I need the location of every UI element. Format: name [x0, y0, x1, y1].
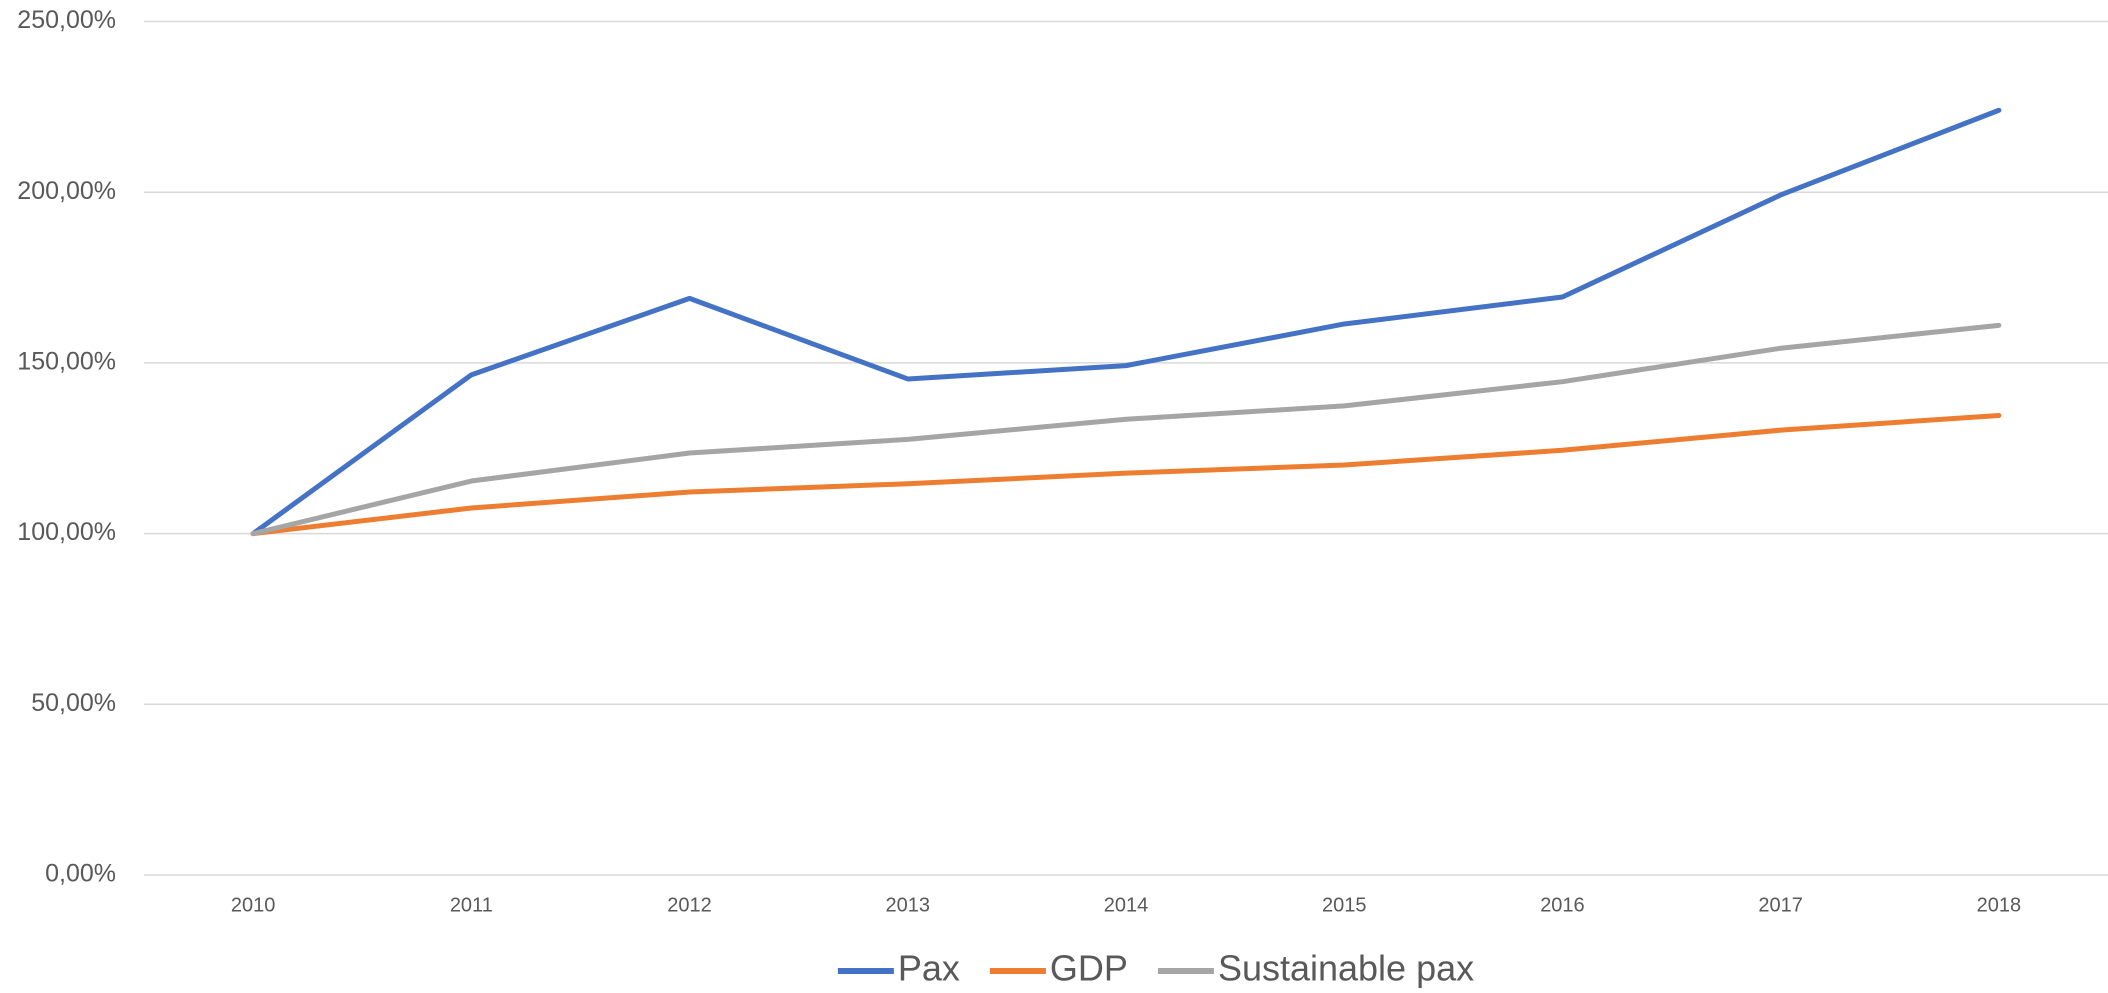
x-tick-label: 2011 — [450, 894, 493, 916]
x-tick-label: 2015 — [1322, 894, 1367, 916]
series-line — [250, 322, 2002, 537]
legend-label: Sustainable pax — [1218, 948, 1474, 989]
y-tick-label: 0,00% — [45, 860, 116, 888]
x-tick-label: 2010 — [231, 894, 276, 916]
y-tick-label: 150,00% — [17, 348, 116, 376]
y-tick-label: 100,00% — [17, 518, 116, 546]
legend-label: Pax — [898, 948, 960, 989]
y-tick-label: 250,00% — [17, 6, 116, 34]
y-tick-label: 50,00% — [31, 689, 116, 717]
x-tick-label: 2016 — [1540, 894, 1585, 916]
series-line — [250, 412, 2002, 537]
x-tick-label: 2012 — [667, 894, 712, 916]
series-line — [250, 107, 2002, 537]
x-tick-label: 2013 — [886, 894, 931, 916]
x-tick-label: 2014 — [1104, 894, 1149, 916]
x-tick-label: 2017 — [1758, 894, 1803, 916]
legend-label: GDP — [1050, 948, 1128, 989]
y-tick-label: 200,00% — [17, 177, 116, 205]
x-tick-label: 2018 — [1977, 894, 2022, 916]
